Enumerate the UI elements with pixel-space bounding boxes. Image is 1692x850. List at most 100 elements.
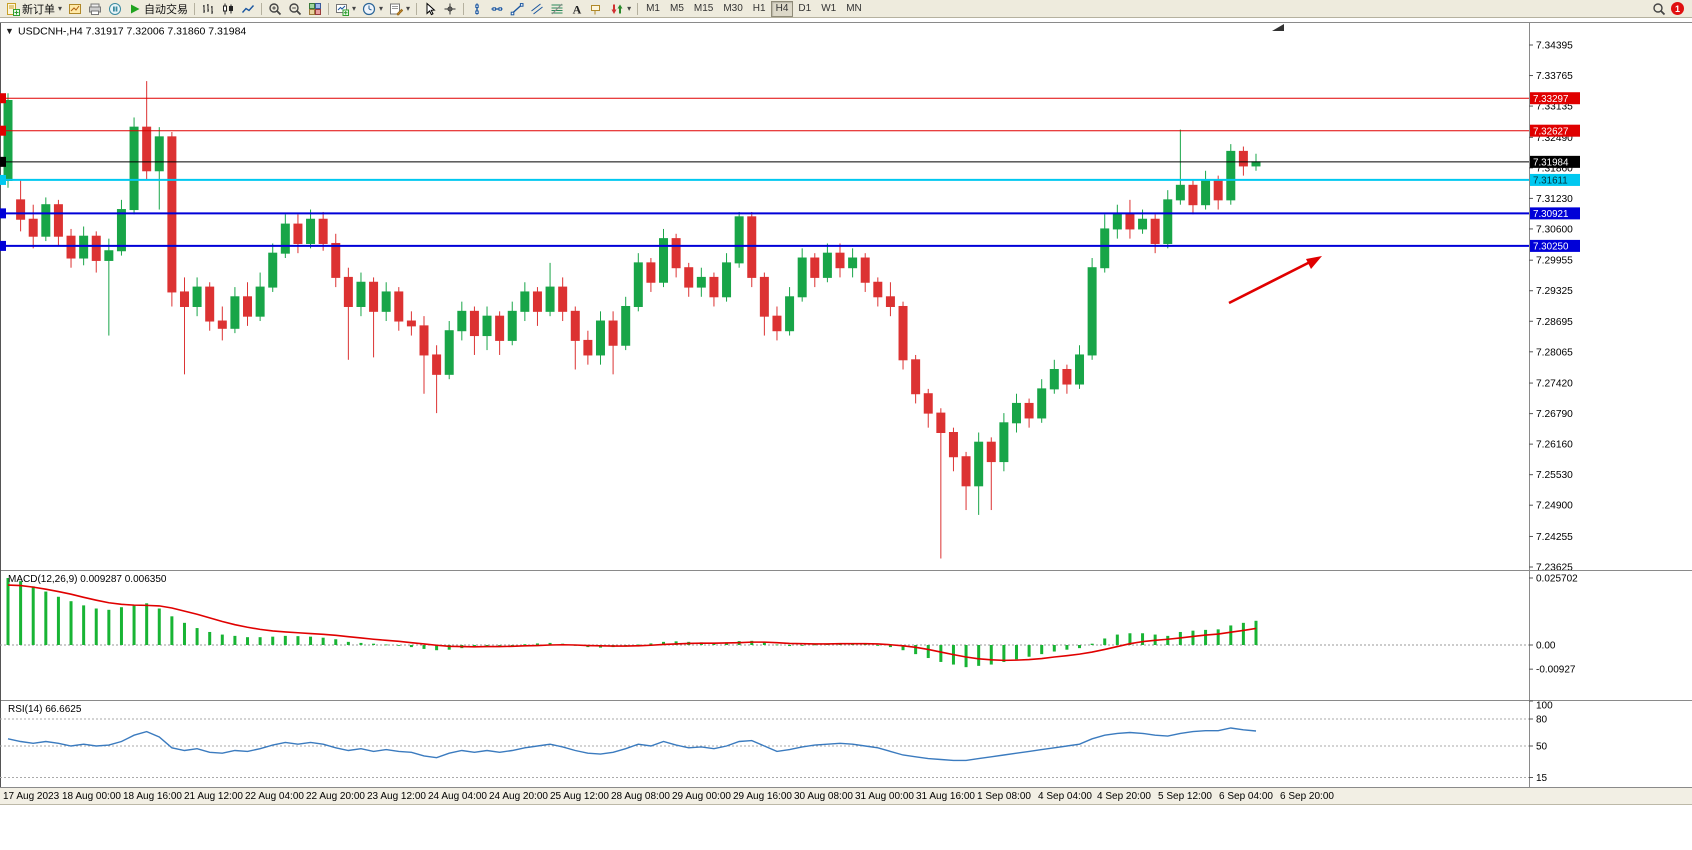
trendline-button[interactable] bbox=[507, 1, 527, 17]
time-axis-label: 4 Sep 04:00 bbox=[1038, 791, 1092, 802]
trend-arrow-head bbox=[1306, 256, 1322, 269]
caret-down-icon: ▾ bbox=[352, 4, 357, 13]
horizontal-line-icon bbox=[490, 2, 504, 16]
time-axis-label: 1 Sep 08:00 bbox=[977, 791, 1031, 802]
tf-m1-button-label: M1 bbox=[646, 3, 660, 14]
macd-panel[interactable]: 0.025702 0.00 -0.00927 MACD(12,26,9) 0.0092… bbox=[0, 570, 1692, 700]
bar-chart-button[interactable] bbox=[198, 1, 218, 17]
time-axis-label: 28 Aug 08:00 bbox=[611, 791, 670, 802]
label-icon bbox=[590, 2, 604, 16]
notification-badge[interactable]: 1 bbox=[1671, 2, 1684, 15]
trendline-icon bbox=[510, 2, 524, 16]
vertical-line-icon bbox=[470, 2, 484, 16]
hline-left-marker bbox=[0, 125, 6, 136]
svg-text:7.32490: 7.32490 bbox=[1536, 133, 1573, 144]
rsi-panel[interactable]: 100 80 50 15 RSI(14) 66.6625 bbox=[0, 700, 1692, 787]
macd-label: MACD(12,26,9) 0.009287 0.006350 bbox=[8, 574, 167, 585]
caret-down-icon: ▾ bbox=[58, 4, 63, 13]
zoom-in-icon bbox=[268, 2, 282, 16]
time-axis-label: 22 Aug 04:00 bbox=[245, 791, 304, 802]
price-chart[interactable]: 7.34395 7.33765 7.33135 7.32490 7.31860 7.312… bbox=[0, 18, 1692, 570]
tf-h1-button[interactable]: H1 bbox=[748, 1, 771, 17]
macd-histogram bbox=[6, 578, 1258, 668]
time-axis-label: 24 Aug 04:00 bbox=[428, 791, 487, 802]
time-axis-label: 6 Sep 04:00 bbox=[1219, 791, 1273, 802]
arrows-button[interactable]: ▾ bbox=[607, 1, 634, 17]
price-tag bbox=[1530, 207, 1580, 220]
text-button[interactable]: A bbox=[567, 1, 587, 17]
time-axis-label: 6 Sep 20:00 bbox=[1280, 791, 1334, 802]
time-axis-label: 23 Aug 12:00 bbox=[367, 791, 426, 802]
trend-arrow-annotation[interactable] bbox=[1228, 259, 1313, 305]
time-axis-label: 17 Aug 2023 bbox=[3, 791, 60, 802]
new-order-icon bbox=[6, 2, 20, 16]
caret-down-icon: ▾ bbox=[406, 4, 411, 13]
tf-h4-button[interactable]: H4 bbox=[770, 0, 794, 17]
svg-text:7.31984: 7.31984 bbox=[1533, 158, 1569, 169]
chart-dropdown-icon[interactable]: ▼ bbox=[5, 26, 14, 36]
new-chart-button[interactable]: ▾ bbox=[332, 1, 359, 17]
new-chart-icon bbox=[335, 2, 350, 16]
crosshair-button[interactable] bbox=[440, 1, 460, 17]
svg-text:7.27420: 7.27420 bbox=[1536, 379, 1573, 390]
new-order-button[interactable]: 新订单 ▾ bbox=[3, 1, 65, 17]
tf-w1-button[interactable]: W1 bbox=[816, 1, 841, 17]
autotrading-button[interactable]: 自动交易 bbox=[125, 1, 191, 17]
svg-text:0.00: 0.00 bbox=[1536, 641, 1556, 652]
hline-left-marker bbox=[0, 208, 6, 219]
tf-m1-button[interactable]: M1 bbox=[641, 1, 665, 17]
svg-text:7.31611: 7.31611 bbox=[1533, 176, 1568, 187]
tile-windows-button[interactable] bbox=[305, 1, 325, 17]
svg-text:80: 80 bbox=[1536, 715, 1548, 726]
charts-button[interactable] bbox=[65, 1, 85, 17]
data-window-button[interactable] bbox=[105, 1, 125, 17]
templates-button[interactable]: ▾ bbox=[386, 1, 413, 17]
svg-text:7.31860: 7.31860 bbox=[1536, 163, 1573, 174]
price-tag bbox=[1530, 92, 1580, 105]
tf-m15-button[interactable]: M15 bbox=[689, 1, 718, 17]
cursor-button[interactable] bbox=[420, 1, 440, 17]
zoom-in-button[interactable] bbox=[265, 1, 285, 17]
rsi-line bbox=[7, 727, 1257, 762]
tf-h4-button-label: H4 bbox=[775, 3, 789, 14]
svg-text:7.29325: 7.29325 bbox=[1536, 286, 1573, 297]
tf-m30-button-label: M30 bbox=[723, 3, 743, 14]
tf-d1-button[interactable]: D1 bbox=[793, 1, 816, 17]
candlestick-icon bbox=[221, 2, 235, 16]
tf-m5-button[interactable]: M5 bbox=[665, 1, 689, 17]
vertical-line-button[interactable] bbox=[467, 1, 487, 17]
hline-left-marker bbox=[0, 240, 6, 251]
toolbar-separator bbox=[637, 2, 639, 15]
chart-shift-marker[interactable] bbox=[1272, 24, 1284, 31]
line-chart-button[interactable] bbox=[238, 1, 258, 17]
text-icon: A bbox=[570, 2, 584, 16]
time-axis-label: 31 Aug 00:00 bbox=[855, 791, 914, 802]
horizontal-line-button[interactable] bbox=[487, 1, 507, 17]
price-tag bbox=[1530, 155, 1580, 168]
rsi-label: RSI(14) 66.6625 bbox=[8, 704, 82, 715]
tf-mn-button[interactable]: MN bbox=[841, 1, 867, 17]
svg-text:7.30921: 7.30921 bbox=[1533, 209, 1568, 220]
time-axis-label: 25 Aug 12:00 bbox=[550, 791, 609, 802]
new-order-button-label: 新订单 bbox=[22, 3, 55, 16]
time-axis-label: 24 Aug 20:00 bbox=[489, 791, 548, 802]
candlestick-chart-button[interactable] bbox=[218, 1, 238, 17]
clock-icon bbox=[362, 2, 376, 16]
svg-text:100: 100 bbox=[1536, 701, 1553, 712]
time-axis-label: 29 Aug 00:00 bbox=[672, 791, 731, 802]
tf-m30-button[interactable]: M30 bbox=[718, 1, 747, 17]
autotrading-button-label: 自动交易 bbox=[144, 3, 189, 16]
caret-down-icon: ▾ bbox=[379, 4, 384, 13]
label-button[interactable] bbox=[587, 1, 607, 17]
bar-chart-icon bbox=[201, 2, 215, 16]
zoom-out-icon bbox=[288, 2, 302, 16]
zoom-out-button[interactable] bbox=[285, 1, 305, 17]
svg-text:7.25530: 7.25530 bbox=[1536, 470, 1573, 481]
time-axis-label: 22 Aug 20:00 bbox=[306, 791, 365, 802]
profiles-button[interactable]: ▾ bbox=[359, 1, 386, 17]
search-button[interactable] bbox=[1649, 1, 1669, 17]
print-button[interactable] bbox=[85, 1, 105, 17]
channel-button[interactable] bbox=[527, 1, 547, 17]
fibonacci-button[interactable] bbox=[547, 1, 567, 17]
chart-grid-icon bbox=[68, 2, 82, 16]
